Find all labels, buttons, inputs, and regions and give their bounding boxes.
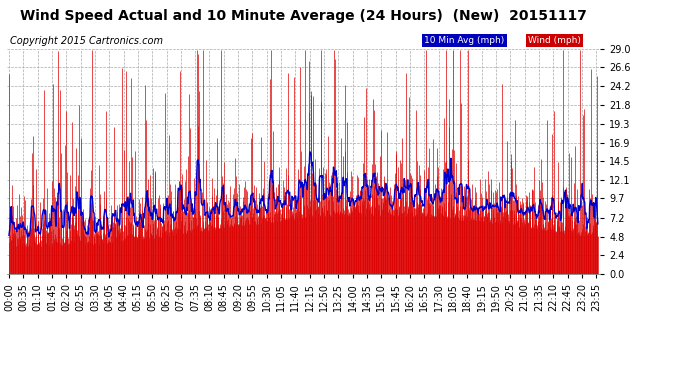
Text: 10 Min Avg (mph): 10 Min Avg (mph) (424, 36, 504, 45)
Text: Copyright 2015 Cartronics.com: Copyright 2015 Cartronics.com (10, 36, 164, 46)
Text: Wind (mph): Wind (mph) (528, 36, 581, 45)
Text: Wind Speed Actual and 10 Minute Average (24 Hours)  (New)  20151117: Wind Speed Actual and 10 Minute Average … (20, 9, 587, 23)
